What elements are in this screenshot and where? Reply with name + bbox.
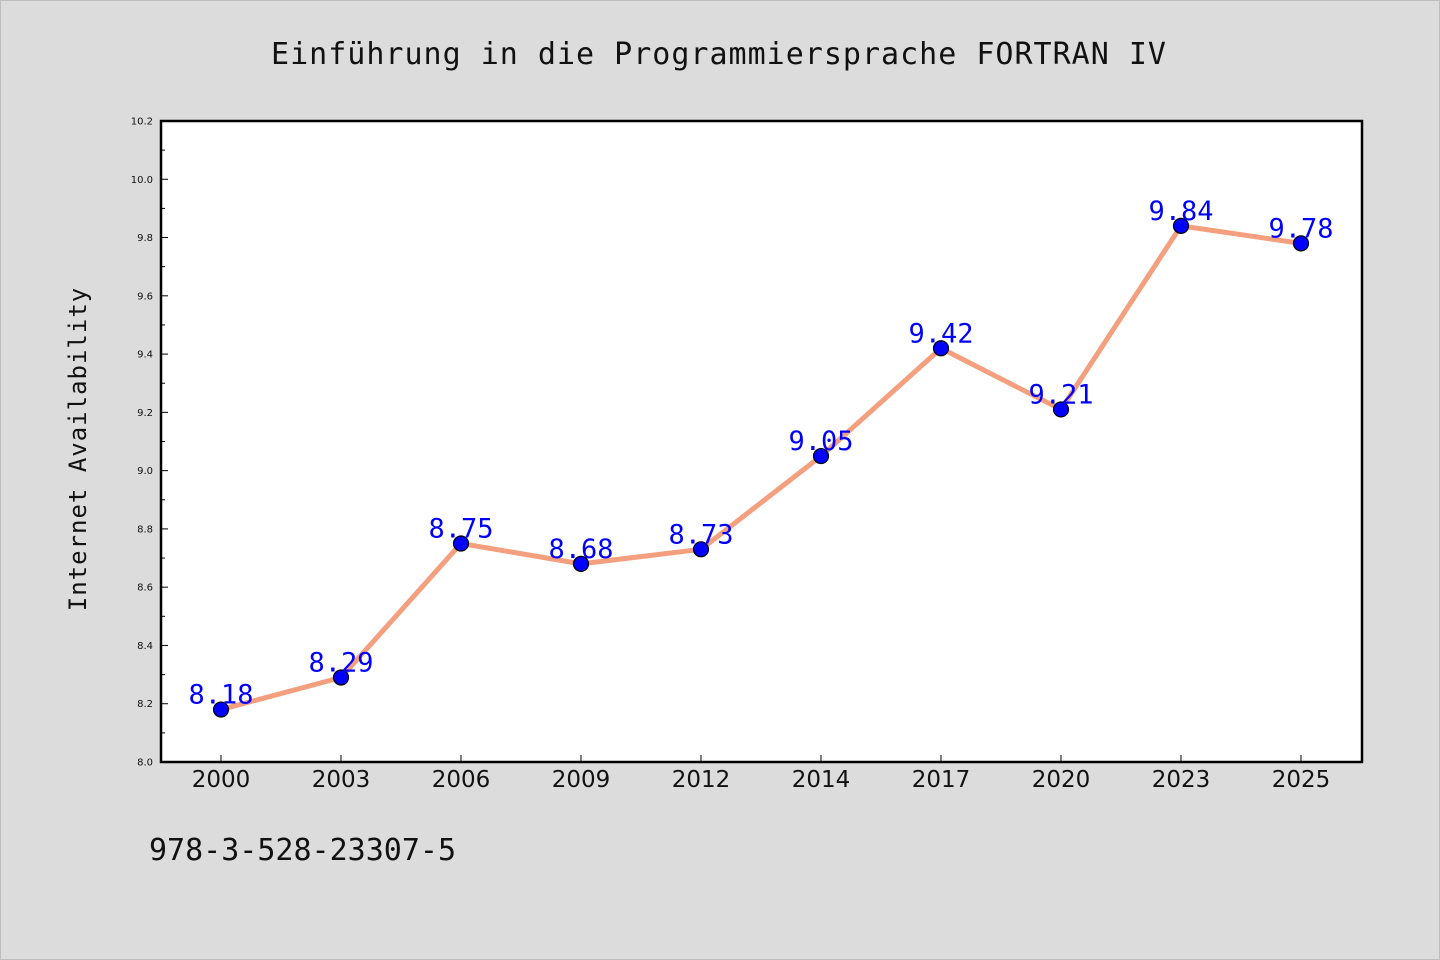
y-tick-label: 8.6 — [137, 583, 153, 594]
y-tick-label: 9.6 — [137, 291, 153, 302]
data-point — [1052, 401, 1070, 418]
data-label: 8.68 — [548, 534, 613, 565]
data-label: 8.29 — [308, 648, 373, 679]
y-tick-label: 8.2 — [137, 699, 153, 710]
series — [212, 217, 1310, 718]
x-tick-label: 2000 — [192, 767, 251, 793]
series-line — [218, 223, 1304, 713]
data-point — [1172, 217, 1190, 234]
y-tick-label: 8.8 — [137, 524, 153, 535]
data-point — [812, 447, 830, 465]
data-label: 9.78 — [1268, 213, 1333, 244]
data-label: 9.84 — [1148, 196, 1213, 227]
data-label: 9.21 — [1028, 379, 1093, 410]
y-tick-label: 9.4 — [137, 350, 153, 361]
x-tick-label: 2017 — [912, 767, 971, 793]
data-point — [332, 669, 350, 686]
data-labels: 8.18 8.29 8.75 8.68 8.73 9.05 9.42 9.21 9.84 9.78 — [188, 196, 1333, 711]
x-tick-label: 2014 — [792, 767, 851, 793]
data-point — [572, 555, 590, 572]
x-tick-label: 2020 — [1032, 767, 1091, 793]
y-tick-label: 9.8 — [137, 233, 153, 244]
y-tick-label: 9.0 — [137, 466, 153, 477]
x-tick-label: 2023 — [1152, 767, 1211, 793]
y-tick-label: 8.4 — [137, 641, 153, 652]
y-axis: 8.0 8.2 8.4 8.6 8.8 9.0 9.2 9.4 9.6 9.8 10.0 10.2 — [131, 117, 168, 769]
isbn-text: 978-3-528-23307-5 — [149, 833, 457, 868]
x-tick-label: 2009 — [552, 767, 611, 793]
data-label: 9.42 — [908, 318, 973, 349]
x-axis: 2000 2003 2006 2009 2012 2014 2017 2020 2023 2025 — [192, 755, 1331, 793]
x-tick-label: 2025 — [1272, 767, 1331, 793]
x-tick-label: 2006 — [432, 767, 491, 793]
data-point — [452, 535, 470, 552]
x-tick-label: 2003 — [312, 767, 371, 793]
y-tick-label: 10.2 — [131, 117, 153, 128]
chart-title: Einführung in die Programmiersprache FOR… — [271, 37, 1167, 72]
data-point — [932, 340, 950, 357]
y-tick-label: 9.2 — [137, 408, 153, 419]
y-tick-label: 10.0 — [131, 175, 153, 186]
data-point — [1292, 235, 1310, 252]
data-label: 8.73 — [668, 519, 733, 550]
x-tick-label: 2012 — [672, 767, 731, 793]
data-label: 8.75 — [428, 513, 493, 544]
data-label: 8.18 — [188, 680, 253, 711]
data-point — [212, 701, 230, 718]
data-point — [692, 541, 710, 558]
y-axis-label: Internet Availability — [64, 287, 92, 611]
y-tick-label: 8.0 — [137, 758, 153, 769]
data-label: 9.05 — [788, 426, 853, 457]
